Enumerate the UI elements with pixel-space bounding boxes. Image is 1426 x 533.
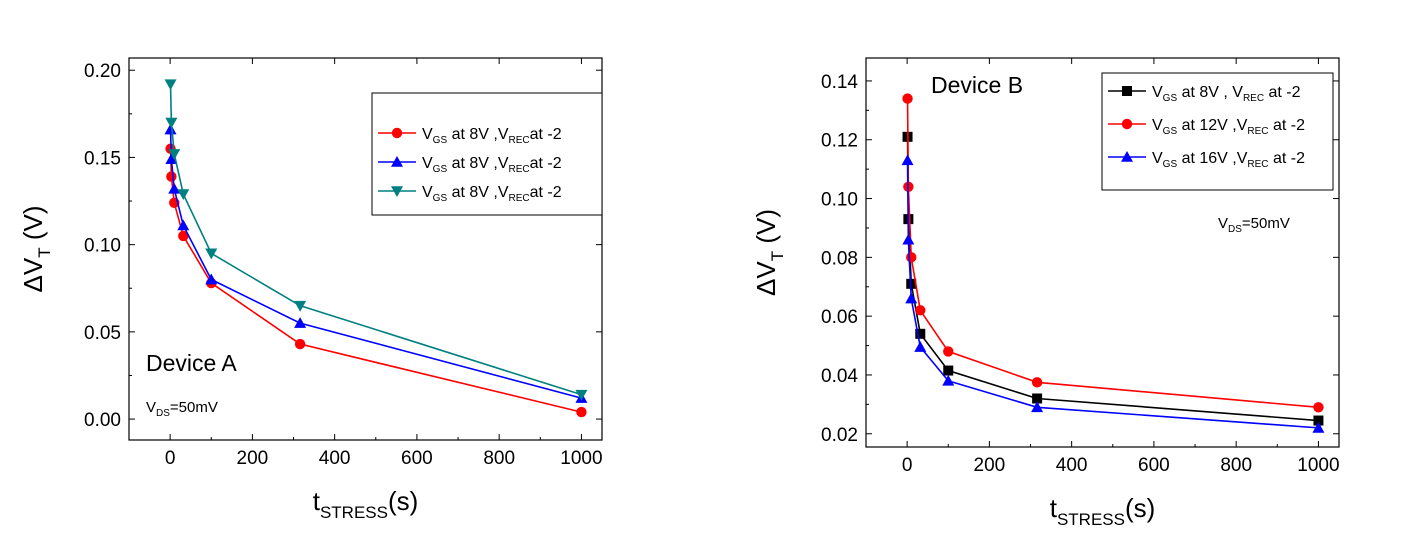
data-point [576, 406, 587, 418]
y-tick-label: 0.00 [84, 410, 121, 431]
x-tick-label: 800 [483, 448, 515, 469]
legend-marker [391, 156, 403, 167]
legend-box [1101, 72, 1334, 191]
legend-entry: VGS at 8V ,VRECat -2 [378, 155, 562, 175]
x-tick-label: 1000 [1297, 455, 1339, 476]
plot-frame [865, 57, 1340, 448]
legend-entry: VGS at 16V ,VREC at -2 [1108, 150, 1305, 170]
data-point [575, 389, 588, 401]
legend-entry: VGS at 8V ,VRECat -2 [378, 184, 562, 204]
x-axis-label: tSTRESS(s) [1050, 493, 1156, 529]
legend-label: VGS at 8V ,VRECat -2 [422, 184, 562, 204]
legend-marker [391, 127, 403, 139]
data-point [902, 233, 915, 245]
data-point [915, 305, 926, 316]
y-tick-label: 0.20 [84, 61, 121, 82]
y-tick-label: 0.15 [84, 148, 121, 169]
y-tick-label: 0.02 [821, 425, 858, 446]
x-tick-label: 200 [237, 448, 269, 469]
legend-label: VGS at 8V ,VRECat -2 [422, 155, 562, 175]
data-point [205, 248, 218, 260]
x-axis-label: tSTRESS(s) [313, 486, 419, 522]
legend-marker [1121, 151, 1133, 162]
data-point [164, 123, 177, 135]
legend-label: VGS at 12V ,VREC at -2 [1152, 117, 1305, 137]
device-label: Device B [931, 72, 1023, 98]
data-point [177, 189, 190, 201]
data-point [1031, 401, 1044, 413]
data-point [205, 273, 218, 285]
chart-device-a: 0 200 400 600 800 1000 0.00 0.05 0.10 0.15 0.20 tST… [18, 57, 603, 522]
y-axis-label: ΔVT (V) [18, 206, 54, 293]
data-point [914, 341, 927, 352]
data-point [915, 328, 926, 339]
data-point [1032, 393, 1043, 404]
data-point [1313, 415, 1324, 426]
data-point [943, 365, 954, 376]
vds-annotation: VDS=50mV [146, 399, 218, 419]
data-point [1312, 421, 1325, 433]
data-point [902, 93, 913, 104]
legend-entry: VGS at 8V ,VRECat -2 [378, 126, 562, 146]
y-tick-label: 0.08 [821, 248, 858, 269]
y-axis-label: ΔVT (V) [751, 209, 787, 296]
data-point [165, 117, 178, 129]
legend-label: VGS at 8V , VREC at -2 [1152, 84, 1301, 104]
data-point [901, 154, 914, 166]
plot-frame [128, 57, 603, 441]
legend-box [371, 92, 603, 216]
data-point [1313, 402, 1324, 413]
chart-device-b: 0 200 400 600 800 1000 0.02 0.04 0.06 0.08 0.10 0.1… [751, 57, 1340, 529]
data-point [294, 338, 306, 350]
legend-entry: VGS at 12V ,VREC at -2 [1108, 117, 1305, 137]
device-label: Device A [146, 350, 237, 376]
data-point [294, 317, 307, 328]
data-point [166, 171, 177, 182]
legend-marker [1121, 118, 1133, 130]
x-tick-label: 200 [974, 455, 1006, 476]
series-3 [901, 154, 1325, 433]
data-point [906, 252, 917, 263]
x-tick-label: 600 [1138, 455, 1170, 476]
y-tick-label: 0.10 [821, 190, 858, 211]
series-3 [164, 79, 588, 401]
data-point [294, 300, 307, 312]
data-point [168, 149, 181, 160]
vds-annotation: VDS=50mV [1218, 215, 1290, 235]
data-point [905, 292, 918, 304]
data-point [168, 182, 181, 194]
chart-panel-device-a: 0 200 400 600 800 1000 0.00 0.05 0.10 0.15 0.20 tST… [18, 57, 603, 522]
legend-entry: VGS at 8V , VREC at -2 [1108, 84, 1301, 104]
data-point [1031, 377, 1043, 388]
data-point [942, 374, 955, 386]
data-point [177, 219, 190, 231]
x-tick-label: 600 [401, 448, 433, 469]
y-tick-label: 0.10 [84, 236, 121, 257]
series-line [906, 160, 1319, 429]
y-tick-label: 0.12 [821, 131, 858, 152]
legend-marker [391, 186, 403, 197]
y-tick-label: 0.14 [821, 72, 858, 93]
y-tick-label: 0.06 [821, 307, 858, 328]
x-tick-label: 400 [1056, 455, 1088, 476]
y-tick-label: 0.05 [84, 323, 121, 344]
data-point [943, 346, 954, 357]
x-tick-label: 0 [165, 448, 176, 469]
data-point [165, 153, 178, 164]
legend-label: VGS at 16V ,VREC at -2 [1152, 150, 1305, 170]
x-tick-label: 400 [319, 448, 351, 469]
x-tick-label: 0 [902, 455, 913, 476]
legend-label: VGS at 8V ,VRECat -2 [422, 126, 562, 146]
data-point [164, 79, 177, 91]
legend-marker [1122, 86, 1132, 96]
x-tick-label: 800 [1220, 455, 1252, 476]
chart-panel-device-b: 0 200 400 600 800 1000 0.02 0.04 0.06 0.08 0.10 0.1… [713, 0, 1426, 533]
y-tick-label: 0.04 [821, 366, 858, 387]
x-tick-label: 1000 [560, 448, 602, 469]
data-point [178, 230, 189, 242]
